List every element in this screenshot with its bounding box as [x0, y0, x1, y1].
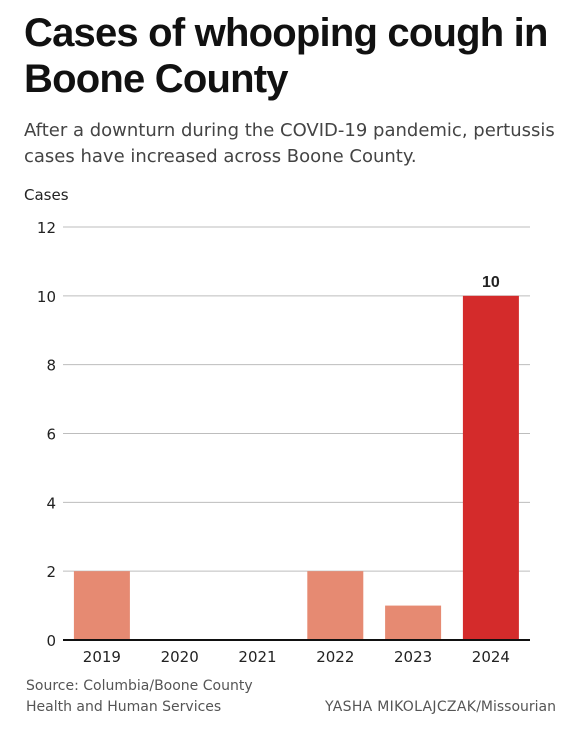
- x-tick-label-2023: 2023: [394, 648, 432, 666]
- data-labels: 10: [482, 274, 500, 291]
- y-tick-label: 0: [46, 632, 56, 650]
- credit-line: YASHA MIKOLAJCZAK/Missourian: [325, 697, 556, 718]
- y-tick-label: 2: [46, 563, 56, 581]
- y-tick-label: 10: [37, 288, 56, 306]
- y-tick-label: 12: [37, 219, 56, 237]
- x-tick-label-2021: 2021: [238, 648, 276, 666]
- y-tick-label: 4: [46, 494, 56, 512]
- data-label-2024: 10: [482, 274, 500, 291]
- bar-2019: [73, 571, 130, 640]
- source-note: Source: Columbia/Boone County Health and…: [26, 678, 253, 715]
- x-tick-label-2024: 2024: [472, 648, 510, 666]
- bar-2022: [307, 571, 364, 640]
- x-tick-label-2019: 2019: [83, 648, 121, 666]
- y-tick-label: 8: [46, 357, 56, 375]
- bars: [73, 295, 519, 640]
- x-tick-labels: 2019 2020 2021 2022 2023 2024: [83, 648, 510, 666]
- chart-title: Cases of whooping cough in Boone County: [24, 11, 548, 101]
- gridlines: [63, 226, 530, 572]
- chart-subtitle: After a downturn during the COVID-19 pan…: [24, 120, 555, 167]
- bar-2024: [462, 295, 519, 640]
- y-axis-title: Cases: [24, 186, 69, 204]
- y-tick-labels: 0 2 4 6 8 10 12: [37, 219, 56, 650]
- bar-2023: [385, 605, 442, 640]
- x-tick-label-2020: 2020: [161, 648, 199, 666]
- y-tick-label: 6: [46, 426, 56, 444]
- credit-name: YASHA MIKOLAJCZAK: [325, 699, 477, 715]
- credit-org: /Missourian: [476, 699, 556, 715]
- x-tick-label-2022: 2022: [316, 648, 354, 666]
